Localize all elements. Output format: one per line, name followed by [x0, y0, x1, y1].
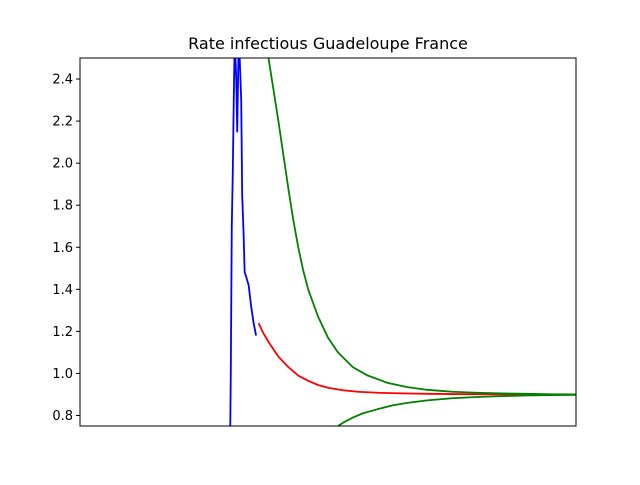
series-line-4: [337, 393, 576, 426]
series-line-1: [229, 58, 257, 426]
chart-title: Rate infectious Guadeloupe France: [188, 34, 468, 53]
y-tick-label: 1.2: [52, 325, 73, 340]
y-tick-label: 1.6: [52, 241, 73, 256]
y-axis: 0.8 1.0 1.2 1.4 1.6 1.8 2.0 2.2 2.4: [52, 73, 80, 424]
series-line-3: [267, 58, 576, 396]
y-tick-label: 2.2: [52, 115, 73, 130]
y-tick-label: 1.4: [52, 283, 73, 298]
y-tick-label: 1.8: [52, 199, 73, 214]
y-tick-label: 0.8: [52, 409, 73, 424]
y-tick-label: 2.4: [52, 73, 73, 88]
y-tick-label: 1.0: [52, 367, 73, 382]
y-tick-label: 2.0: [52, 157, 73, 172]
plot-area: [229, 58, 576, 426]
series-line-2: [257, 322, 576, 396]
axes-frame: [79, 57, 577, 427]
